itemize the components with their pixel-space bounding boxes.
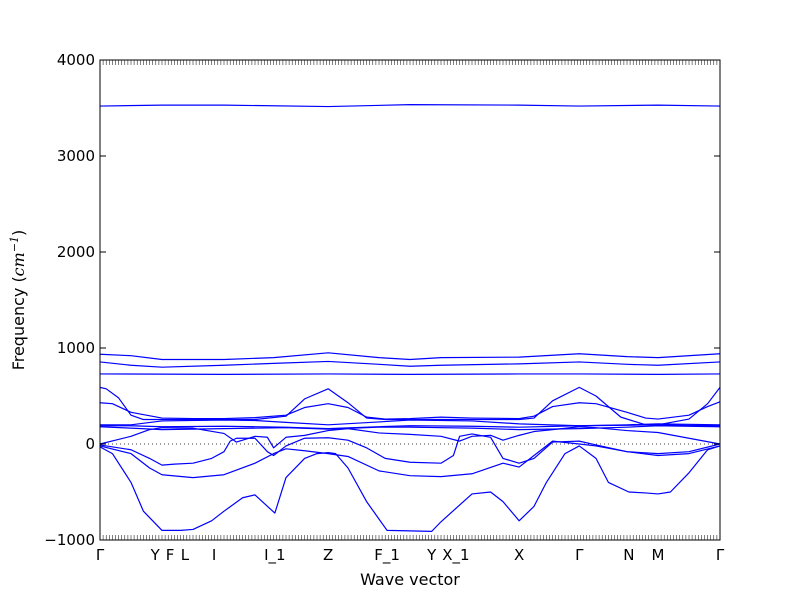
x-tick-label: Γ [575,546,584,564]
x-tick-label: F_1 [374,546,400,565]
band-line-5 [99,386,721,426]
band-line-10 [99,426,721,449]
y-axis-label-prefix: Frequency ( [9,276,28,370]
band-line-13 [99,445,721,532]
band-line-1 [99,104,721,108]
band-line-9 [99,425,721,431]
band-line-6 [99,401,721,420]
y-tick-label: 0 [85,435,95,453]
y-tick-label: 1000 [57,339,95,357]
y-tick-labels: −1000 0 1000 2000 3000 4000 [44,51,95,549]
band-line-11 [99,433,721,466]
band-line-7 [100,419,721,427]
band-line-12 [99,440,721,479]
x-tick-label: Z [323,546,333,564]
x-tick-label: F [166,546,175,564]
phonon-bands [99,104,721,532]
x-tick-label: X [514,546,524,564]
x-axis-label: Wave vector [360,570,460,589]
x-tick-label: Y [150,546,161,564]
x-tick-label: I [212,546,216,564]
x-tick-label: Y [426,546,437,564]
y-tick-label: −1000 [44,531,95,549]
y-tick-label: 2000 [57,243,95,261]
y-tick-label: 3000 [57,147,95,165]
band-line-8 [100,424,721,430]
x-tick-label: Γ [716,546,725,564]
x-tick-labels: Γ Y F L I I_1 Z F_1 Y X_1 X Γ N M Γ [96,546,725,565]
x-tick-label: M [652,546,665,564]
y-axis-label-suffix: ) [9,230,28,236]
x-tick-label: L [181,546,190,564]
y-axis-label: Frequency (cm−1) [8,230,28,371]
plot-frame [99,59,721,541]
y-tick-label: 4000 [57,51,95,69]
axis-ticks [99,59,721,541]
band-line-3 [99,360,721,368]
x-tick-label: N [623,546,634,564]
y-axis-label-unit: cm [9,252,28,276]
x-tick-label: Γ [96,546,105,564]
x-tick-label: X_1 [442,546,469,565]
x-tick-label: I_1 [264,546,285,565]
y-axis-label-exponent: −1 [8,236,21,252]
band-line-2 [99,352,721,361]
